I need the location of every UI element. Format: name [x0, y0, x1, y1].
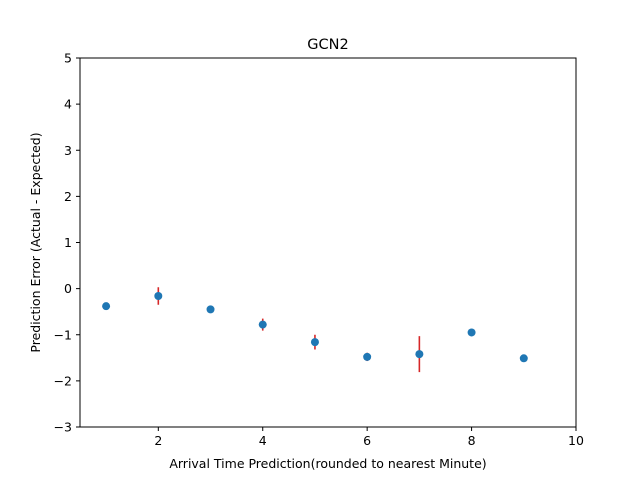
y-tick-label: 3 [64, 143, 72, 158]
x-tick-label: 4 [259, 433, 267, 448]
data-point [519, 354, 528, 363]
y-tick-label: −1 [54, 327, 72, 342]
data-point [102, 302, 111, 311]
y-tick-label: 0 [64, 281, 72, 296]
y-tick-label: 2 [64, 189, 72, 204]
x-tick-label: 6 [363, 433, 371, 448]
data-point [206, 305, 215, 314]
y-tick-label: 4 [64, 97, 72, 112]
y-tick-label: 1 [64, 235, 72, 250]
data-points [102, 292, 528, 363]
y-tick-label: −3 [54, 420, 72, 435]
data-point [467, 328, 476, 337]
x-axis-label: Arrival Time Prediction(rounded to neare… [169, 456, 486, 471]
x-tick-label: 10 [568, 433, 584, 448]
y-axis-label: Prediction Error (Actual - Expected) [28, 132, 43, 352]
plot-area [80, 58, 576, 427]
data-point [310, 338, 319, 347]
x-tick-label: 2 [154, 433, 162, 448]
data-point [258, 320, 267, 329]
x-axis: 2 4 6 8 10 [154, 427, 584, 448]
chart-title: GCN2 [307, 37, 348, 53]
y-tick-label: −2 [54, 373, 72, 388]
data-point [415, 350, 424, 359]
x-tick-label: 8 [468, 433, 476, 448]
data-point [154, 292, 163, 301]
y-tick-label: 5 [64, 51, 72, 66]
y-axis: −3 −2 −1 0 1 2 3 4 5 [54, 51, 80, 435]
data-point [363, 352, 372, 361]
